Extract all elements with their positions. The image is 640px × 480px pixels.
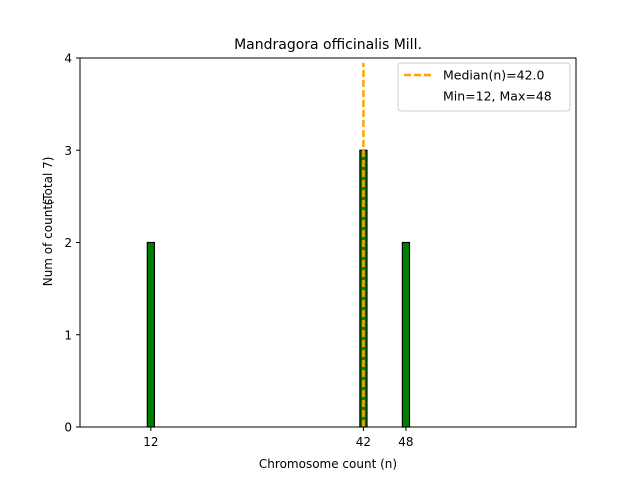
x-axis-label: Chromosome count (n) — [259, 457, 397, 471]
y-axis-label: Num of counts — [41, 199, 55, 287]
legend: Median(n)=42.0 Min=12, Max=48 — [397, 62, 571, 112]
y-axis-total-label: (Total 7) — [41, 157, 55, 206]
chart-title: Mandragora officinalis Mill. — [234, 37, 422, 53]
legend-box — [397, 62, 571, 112]
x-tick-label-12: 12 — [143, 435, 158, 449]
x-tick-label-42: 42 — [356, 435, 371, 449]
y-tick-label-2: 2 — [64, 236, 72, 250]
axes-frame — [79, 57, 577, 428]
legend-entry-minmax: Min=12, Max=48 — [443, 89, 552, 104]
legend-entry-median: Median(n)=42.0 — [443, 68, 544, 83]
x-tick-label-48: 48 — [398, 435, 413, 449]
bar-48 — [401, 241, 411, 428]
y-tick-label-0: 0 — [64, 421, 72, 435]
y-tick-label-4: 4 — [64, 52, 72, 66]
y-tick-label-1: 1 — [64, 328, 72, 342]
y-tick-label-3: 3 — [64, 144, 72, 158]
bar-12 — [146, 241, 155, 428]
